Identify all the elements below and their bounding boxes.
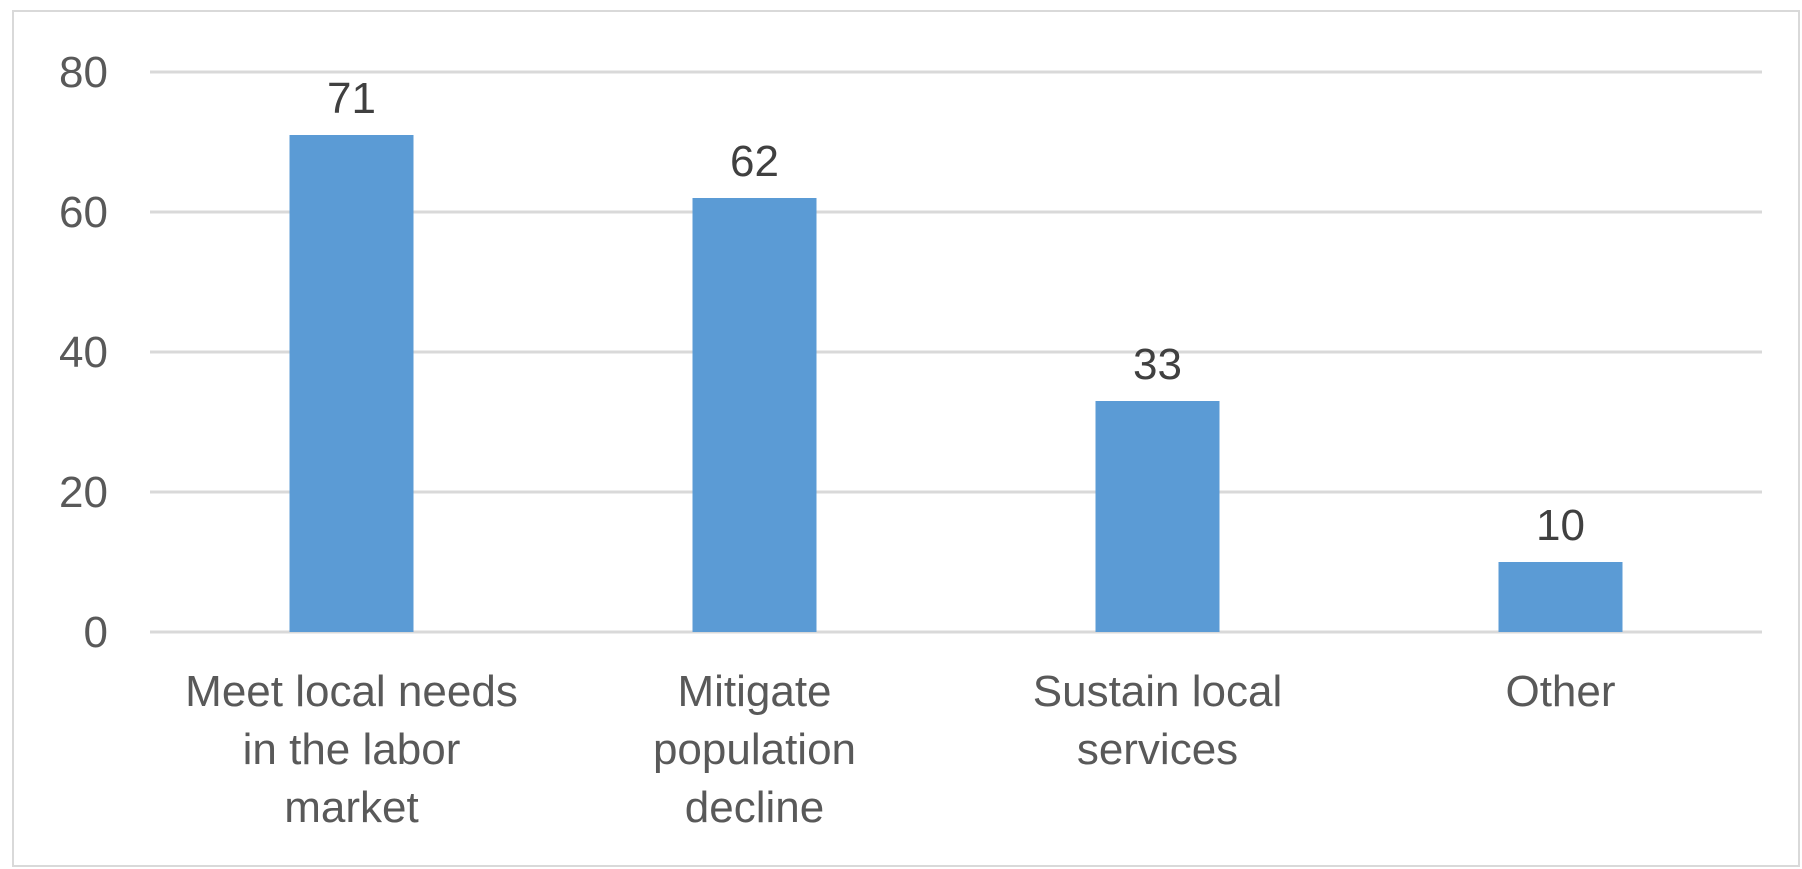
x-tick-label-line: population — [653, 725, 856, 774]
y-tick-label: 60 — [59, 188, 108, 237]
data-label: 71 — [327, 74, 376, 123]
gridlines — [150, 70, 1762, 634]
data-label: 10 — [1536, 501, 1585, 550]
x-tick-label: Other — [1505, 667, 1615, 716]
x-tick-label-line: Other — [1505, 667, 1615, 716]
bar — [1095, 401, 1220, 632]
y-tick-label: 80 — [59, 48, 108, 97]
x-tick-label-line: Meet local needs — [185, 667, 518, 716]
x-tick-label-line: Mitigate — [677, 667, 831, 716]
bar — [1498, 562, 1623, 632]
x-tick-label: Mitigate population decline — [653, 667, 856, 832]
x-tick-label-line: services — [1077, 725, 1238, 774]
bar — [692, 198, 817, 632]
x-tick-label-line: in the labor — [243, 725, 461, 774]
bar — [289, 135, 414, 632]
y-tick-label: 20 — [59, 468, 108, 517]
data-label: 33 — [1133, 340, 1182, 389]
x-tick-label-line: Sustain local — [1033, 667, 1282, 716]
x-tick-label-line: decline — [685, 783, 824, 832]
y-axis-ticks: 0 20 40 60 80 — [59, 48, 108, 657]
data-labels: 71 62 33 10 — [327, 74, 1585, 550]
y-tick-label: 0 — [84, 608, 108, 657]
x-tick-label: Sustain local services — [1033, 667, 1282, 774]
x-tick-label-line: market — [284, 783, 418, 832]
bars — [289, 135, 1623, 632]
x-axis-ticks: Meet local needs in the labor market Mitiga… — [185, 667, 1615, 832]
y-tick-label: 40 — [59, 328, 108, 377]
data-label: 62 — [730, 137, 779, 186]
x-tick-label: Meet local needs in the labor market — [185, 667, 518, 832]
